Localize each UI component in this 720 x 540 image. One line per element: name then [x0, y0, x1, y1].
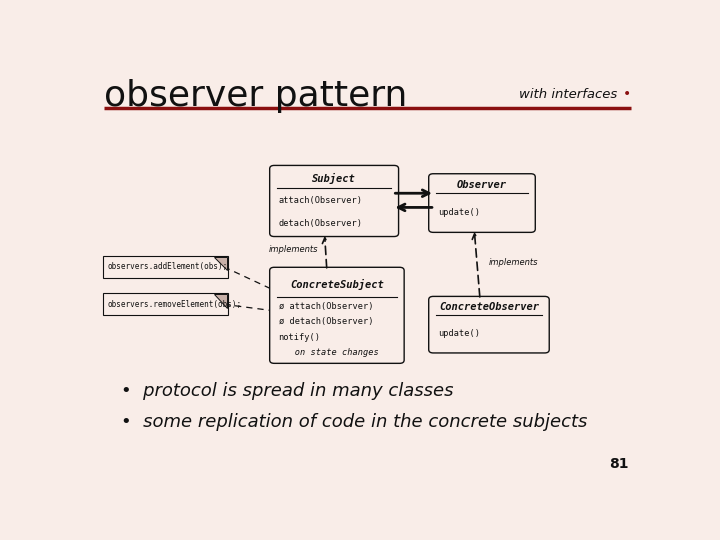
FancyBboxPatch shape [270, 267, 404, 363]
Polygon shape [215, 257, 227, 270]
Text: update(): update() [438, 208, 480, 217]
Text: observers.addElement(obs);: observers.addElement(obs); [107, 262, 228, 272]
Text: Observer: Observer [457, 180, 507, 190]
FancyBboxPatch shape [428, 174, 535, 232]
FancyBboxPatch shape [428, 296, 549, 353]
Polygon shape [215, 294, 227, 308]
Text: ConcreteSubject: ConcreteSubject [290, 279, 384, 289]
FancyBboxPatch shape [103, 256, 228, 278]
FancyBboxPatch shape [270, 165, 399, 237]
Text: observer pattern: observer pattern [104, 79, 408, 113]
Text: ø attach(Observer): ø attach(Observer) [279, 301, 373, 310]
Text: observers.removeElement(obs);: observers.removeElement(obs); [107, 300, 241, 309]
Text: •  some replication of code in the concrete subjects: • some replication of code in the concre… [121, 414, 587, 431]
Text: detach(Observer): detach(Observer) [279, 219, 363, 227]
Text: •  protocol is spread in many classes: • protocol is spread in many classes [121, 382, 453, 400]
FancyBboxPatch shape [103, 294, 228, 315]
Text: implements: implements [489, 258, 539, 267]
Text: on state changes: on state changes [279, 348, 378, 357]
Text: ConcreteObserver: ConcreteObserver [439, 302, 539, 312]
Text: ø detach(Observer): ø detach(Observer) [279, 317, 373, 326]
Text: notify(): notify() [279, 333, 320, 342]
Text: with interfaces: with interfaces [519, 89, 617, 102]
Text: Subject: Subject [312, 173, 356, 184]
Text: •: • [623, 87, 631, 102]
Text: update(): update() [438, 329, 480, 339]
Text: attach(Observer): attach(Observer) [279, 196, 363, 205]
Text: 81: 81 [609, 457, 629, 471]
Text: implements: implements [269, 245, 318, 254]
